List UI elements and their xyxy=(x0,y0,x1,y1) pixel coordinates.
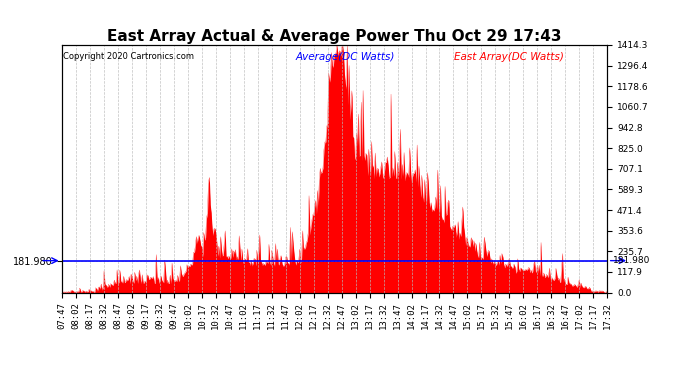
Text: Average(DC Watts): Average(DC Watts) xyxy=(296,53,395,62)
Text: 181.980: 181.980 xyxy=(613,256,650,265)
Text: East Array(DC Watts): East Array(DC Watts) xyxy=(454,53,564,62)
Text: Copyright 2020 Cartronics.com: Copyright 2020 Cartronics.com xyxy=(63,53,194,62)
Title: East Array Actual & Average Power Thu Oct 29 17:43: East Array Actual & Average Power Thu Oc… xyxy=(108,29,562,44)
